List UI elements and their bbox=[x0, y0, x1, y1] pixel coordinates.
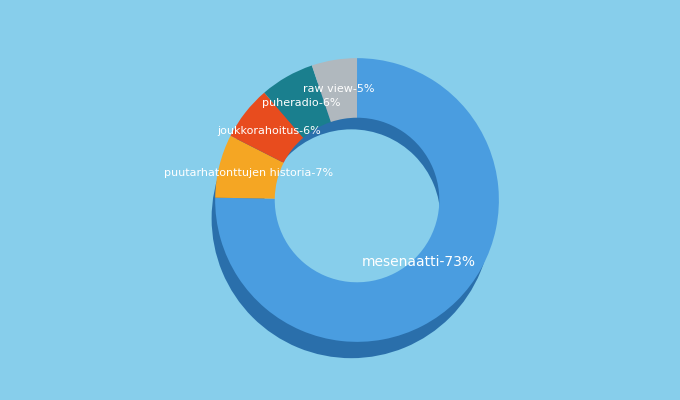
Text: joukkorahoitus-6%: joukkorahoitus-6% bbox=[217, 126, 321, 136]
Text: mesenaatti-73%: mesenaatti-73% bbox=[361, 255, 475, 269]
Wedge shape bbox=[215, 136, 284, 199]
Text: puutarhatonttujen historia-7%: puutarhatonttujen historia-7% bbox=[164, 168, 333, 178]
Wedge shape bbox=[231, 93, 303, 163]
Wedge shape bbox=[215, 58, 499, 342]
Text: raw view-5%: raw view-5% bbox=[303, 84, 375, 94]
Wedge shape bbox=[265, 66, 331, 138]
Wedge shape bbox=[211, 79, 491, 358]
Text: puheradio-6%: puheradio-6% bbox=[262, 98, 341, 108]
Wedge shape bbox=[312, 58, 357, 122]
